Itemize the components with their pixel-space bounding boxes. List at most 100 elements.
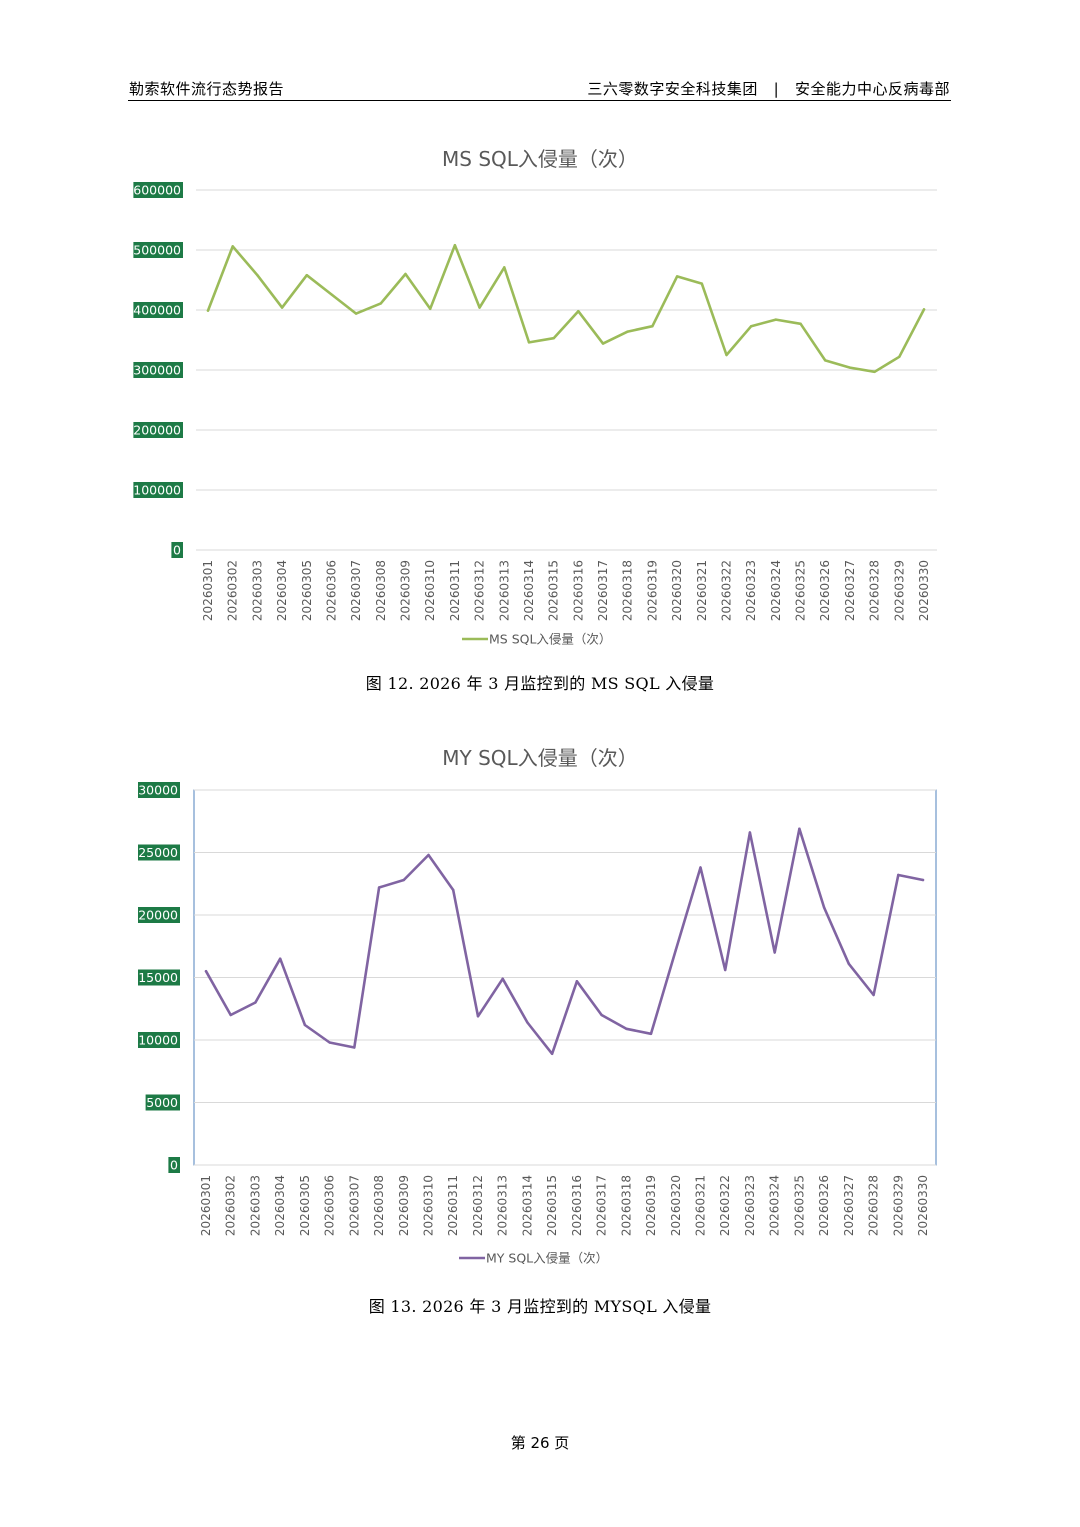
data-point [404,272,407,276]
data-point [922,308,926,311]
data-point [799,322,802,325]
data-point [651,325,654,328]
data-point [354,312,358,315]
x-tick-label: 20260329 [891,1175,905,1236]
data-point [427,853,430,857]
y-tick-highlight [133,182,183,198]
y-tick-highlight [133,302,183,318]
x-tick-label: 20260306 [324,560,338,621]
y-tick-label: 200000 [133,423,181,438]
x-tick-label: 20260311 [446,1175,460,1236]
x-tick-label: 20260301 [199,1175,213,1236]
organization-name: 三六零数字安全科技集团 | 安全能力中心反病毒部 [587,80,950,98]
data-point [774,318,778,321]
x-tick-label: 20260321 [693,1175,707,1236]
data-point [601,342,605,345]
data-point [921,878,925,882]
y-tick-label: 20000 [138,908,178,923]
data-point [847,962,851,965]
x-tick-label: 20260308 [372,1175,386,1236]
x-tick-label: 20260318 [621,560,635,621]
data-point [824,359,827,362]
y-tick-highlight [133,482,183,498]
y-tick-label: 0 [173,543,181,558]
chart-title: MS SQL入侵量（次） [442,147,638,171]
data-point [527,341,531,344]
data-point [526,1021,529,1024]
series-line [206,243,926,374]
figure-12-caption: 图 12. 2026 年 3 月监控到的 MS SQL 入侵量 [365,674,715,693]
data-point [476,1015,480,1018]
data-point [305,274,308,277]
x-tick-label: 20260312 [473,560,487,621]
y-tick-highlight [138,907,180,923]
x-tick-label: 20260322 [718,1175,732,1236]
x-tick-label: 20260328 [868,560,882,621]
data-point [872,993,875,997]
data-point [330,293,333,296]
data-point [254,1001,257,1004]
x-tick-label: 20260307 [349,560,363,621]
x-tick-label: 20260308 [374,560,388,621]
y-tick-highlight [138,844,180,861]
x-tick-label: 20260314 [520,1175,534,1236]
data-point [402,878,405,882]
data-point [577,310,580,313]
data-point [724,968,727,972]
data-point [550,1052,554,1055]
y-tick-label: 500000 [133,243,181,258]
data-point [328,1041,331,1044]
y-tick-highlight [168,1157,180,1173]
y-tick-highlight [138,969,180,986]
x-tick-label: 20260303 [248,1175,262,1236]
x-tick-label: 20260310 [422,1175,436,1236]
data-point [626,330,629,333]
x-tick-label: 20260324 [769,560,783,621]
x-tick-label: 20260318 [619,1175,633,1236]
data-point [229,1013,232,1017]
y-tick-label: 600000 [133,183,181,198]
y-tick-highlight [145,1094,180,1111]
x-tick-label: 20260304 [273,1175,287,1236]
y-tick-label: 25000 [138,845,178,860]
y-tick-highlight [138,782,180,798]
x-tick-label: 20260330 [916,1175,930,1236]
data-point [379,302,383,305]
x-tick-label: 20260313 [496,1175,510,1236]
x-tick-label: 20260324 [768,1175,782,1236]
x-tick-label: 20260320 [670,560,684,621]
x-tick-label: 20260317 [596,560,610,621]
data-point [353,1046,356,1049]
x-tick-label: 20260309 [399,560,413,621]
x-tick-label: 20260330 [917,560,931,621]
y-tick-highlight [133,362,183,378]
x-tick-label: 20260329 [892,560,906,621]
data-point [303,1023,307,1027]
data-point [600,1013,603,1017]
data-point [773,951,776,954]
y-tick-label: 10000 [138,1033,178,1048]
data-point [552,337,555,340]
data-point [725,353,728,357]
data-point [377,886,381,889]
data-point [675,275,679,278]
y-tick-label: 400000 [133,303,181,318]
data-point [204,970,208,973]
y-tick-label: 30000 [138,783,178,798]
x-tick-label: 20260316 [571,560,585,621]
y-tick-label: 5000 [146,1095,178,1110]
data-point [231,245,234,248]
x-tick-label: 20260313 [497,560,511,621]
x-tick-label: 20260314 [522,560,536,621]
data-point [798,827,801,830]
data-point [256,274,259,277]
x-tick-label: 20260328 [867,1175,881,1236]
x-tick-label: 20260315 [545,1175,559,1236]
chart-title: MY SQL入侵量（次） [442,746,637,770]
data-point [873,370,876,373]
data-point [503,266,506,269]
y-tick-label: 300000 [133,363,181,378]
x-tick-label: 20260319 [644,1175,658,1236]
x-tick-label: 20260305 [300,560,314,621]
x-tick-label: 20260323 [744,560,758,621]
